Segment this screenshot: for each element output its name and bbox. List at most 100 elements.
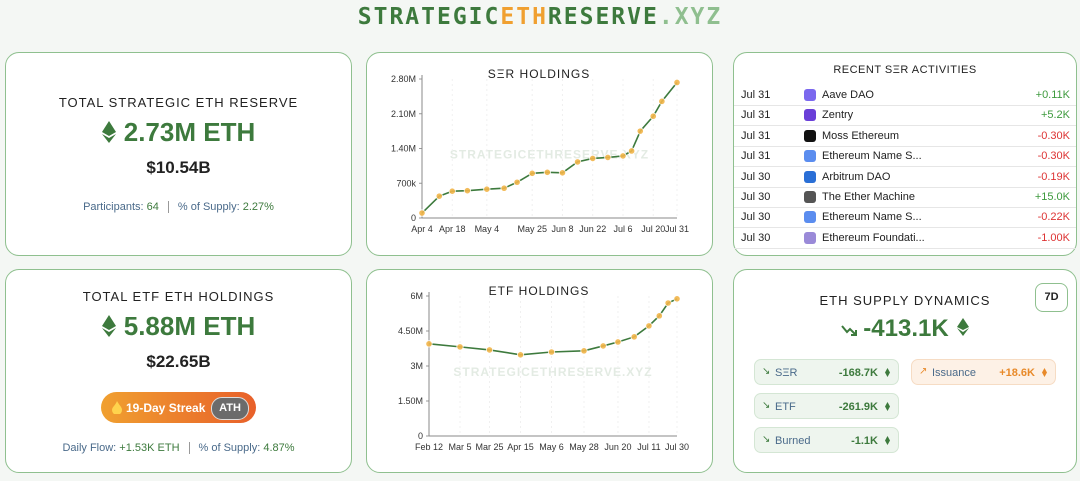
activity-name: Ethereum Name S... — [822, 211, 922, 224]
flame-icon — [112, 401, 122, 414]
watermark: STRATEGICETHRESERVE.XYZ — [453, 365, 652, 379]
card-title: TOTAL STRATEGIC ETH RESERVE — [58, 95, 299, 110]
point — [463, 187, 471, 195]
activity-icon — [804, 231, 816, 244]
activity-row: Jul 30 Arbitrum DAO -0.19K — [734, 167, 1076, 188]
streak-text: 19-Day Streak — [126, 401, 206, 415]
activity-row: Jul 31 Ethereum Name S... -0.30K — [734, 146, 1076, 168]
supply-item-label: ETF — [775, 401, 796, 413]
stat-label: Daily Flow: — [62, 442, 117, 454]
point — [425, 340, 433, 348]
activity-change: -0.22K — [1037, 211, 1070, 224]
y-tick-label: 1.50M — [398, 396, 423, 406]
supply-item: ↘ ETF -261.9K — [754, 393, 899, 419]
card-title: RECENT SΞR ACTIVITIES — [833, 64, 977, 76]
amount-text: 2.73M ETH — [123, 117, 256, 147]
card-title: ETH SUPPLY DYNAMICS — [819, 293, 991, 308]
activity-name: Aave DAO — [822, 89, 874, 101]
activity-date: Jul 31 — [741, 89, 771, 101]
supply-item: ↘ Burned -1.1K — [754, 427, 899, 453]
y-tick-label: 2.10M — [391, 109, 416, 119]
supply-item-value: -1.1K — [851, 435, 878, 447]
activity-change: -0.30K — [1037, 150, 1070, 163]
activity-date: Jul 30 — [741, 191, 771, 203]
activity-date: Jul 30 — [741, 170, 771, 183]
x-tick-label: Mar 5 — [448, 442, 471, 452]
point — [528, 169, 536, 177]
stats: Participants: 64 % of Supply: 2.27% — [6, 201, 351, 214]
point — [435, 192, 443, 200]
activity-name: Ethereum Name S... — [822, 150, 922, 163]
ser-chart-card: SΞR HOLDINGS STRATEGICETHRESERVE.XYZ 0 700k… — [366, 52, 713, 256]
period-button[interactable]: 7D — [1035, 283, 1068, 312]
title-part: ETH — [500, 4, 548, 30]
x-tick-label: Jul 6 — [613, 224, 632, 234]
supply-item-value: +18.6K — [999, 367, 1035, 379]
x-tick-label: Jul 31 — [665, 224, 689, 234]
supply-card: ETH SUPPLY DYNAMICS 7D -413.1K ↘ SΞR -168.… — [733, 269, 1077, 473]
point — [645, 322, 653, 330]
total: -413.1K — [734, 315, 1076, 343]
eth-icon — [885, 436, 890, 445]
site-title: STRATEGICETHRESERVE.XYZ — [0, 4, 1080, 30]
supply-item: ↘ SΞR -168.7K — [754, 359, 899, 385]
point — [619, 152, 627, 160]
point — [573, 158, 582, 166]
point — [547, 348, 556, 356]
x-tick-label: May 4 — [475, 224, 500, 234]
stat-value: 4.87% — [263, 442, 295, 454]
chart-title: SΞR HOLDINGS — [488, 67, 590, 81]
point — [448, 187, 456, 195]
title-part: .XYZ — [658, 4, 723, 30]
activity-date: Jul 31 — [741, 150, 771, 163]
reserve-card: TOTAL STRATEGIC ETH RESERVE 2.73M ETH $1… — [5, 52, 352, 256]
activity-name: The Ether Machine — [822, 191, 915, 203]
point — [485, 346, 494, 354]
activity-icon — [804, 129, 816, 142]
usd: $10.54B — [146, 158, 211, 177]
usd: $22.65B — [146, 352, 211, 371]
activity-change: -0.19K — [1037, 170, 1070, 183]
point — [673, 295, 681, 303]
x-tick-label: Jul 30 — [665, 442, 689, 452]
stat-value: 64 — [146, 201, 159, 213]
stat-label: % of Supply: — [198, 442, 261, 454]
stat-label: Participants: — [83, 201, 144, 213]
activity-name: Moss Ethereum — [822, 129, 900, 142]
eth-icon — [101, 121, 116, 143]
y-tick-label: 3M — [410, 361, 423, 371]
activity-date: Jul 30 — [741, 231, 771, 244]
trend-icon: ↘ — [762, 400, 771, 411]
activity-row: Jul 30 The Ether Machine +15.0K — [734, 187, 1076, 208]
amount-text: 5.88M ETH — [123, 311, 256, 341]
y-tick-label: 6M — [410, 291, 423, 301]
activity-name: Arbitrum DAO — [822, 170, 891, 183]
activity-date: Jul 31 — [741, 109, 771, 122]
activity-name: Zentry — [822, 109, 854, 122]
point — [604, 153, 612, 162]
point — [628, 147, 636, 155]
eth-icon — [101, 315, 116, 337]
y-tick-label: 4.50M — [398, 326, 423, 336]
point — [664, 299, 672, 307]
point — [630, 333, 638, 341]
x-tick-label: May 6 — [539, 442, 564, 452]
activity-row: Jul 31 Aave DAO +0.11K — [734, 85, 1076, 106]
activity-icon — [804, 211, 816, 224]
title-part: STRATEGIC — [357, 4, 501, 30]
point — [516, 351, 525, 359]
x-tick-label: Jul 20 — [641, 224, 665, 234]
eth-icon — [885, 368, 890, 377]
x-tick-label: Apr 4 — [411, 224, 433, 234]
trend-icon: ↘ — [762, 366, 771, 377]
activity-change: +5.2K — [1040, 109, 1070, 122]
activity-row: Jul 30 Ethereum Foundati... -1.00K — [734, 228, 1076, 249]
supply-item-label: Burned — [775, 435, 811, 447]
eth-icon — [1042, 368, 1047, 377]
activity-name: Ethereum Foundati... — [822, 231, 925, 244]
y-tick-label: 0 — [411, 213, 416, 223]
stats: Daily Flow: +1.53K ETH % of Supply: 4.87% — [6, 442, 351, 455]
point — [456, 343, 464, 351]
point — [636, 127, 644, 135]
